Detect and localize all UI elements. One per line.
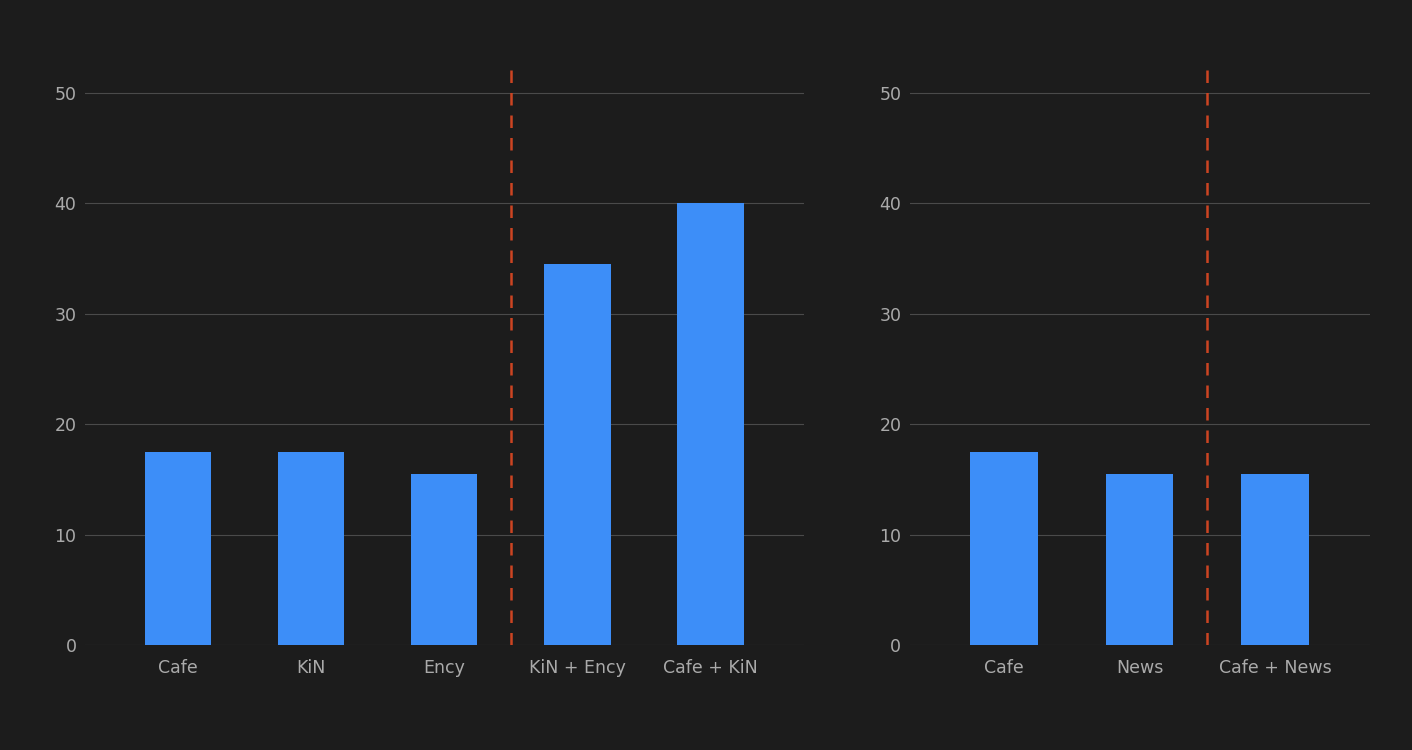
Bar bbox=[544, 264, 610, 645]
Bar bbox=[678, 203, 744, 645]
Bar bbox=[1106, 474, 1173, 645]
Bar bbox=[1241, 474, 1309, 645]
Bar bbox=[970, 452, 1038, 645]
Bar bbox=[144, 452, 212, 645]
Bar bbox=[278, 452, 345, 645]
Bar bbox=[411, 474, 477, 645]
